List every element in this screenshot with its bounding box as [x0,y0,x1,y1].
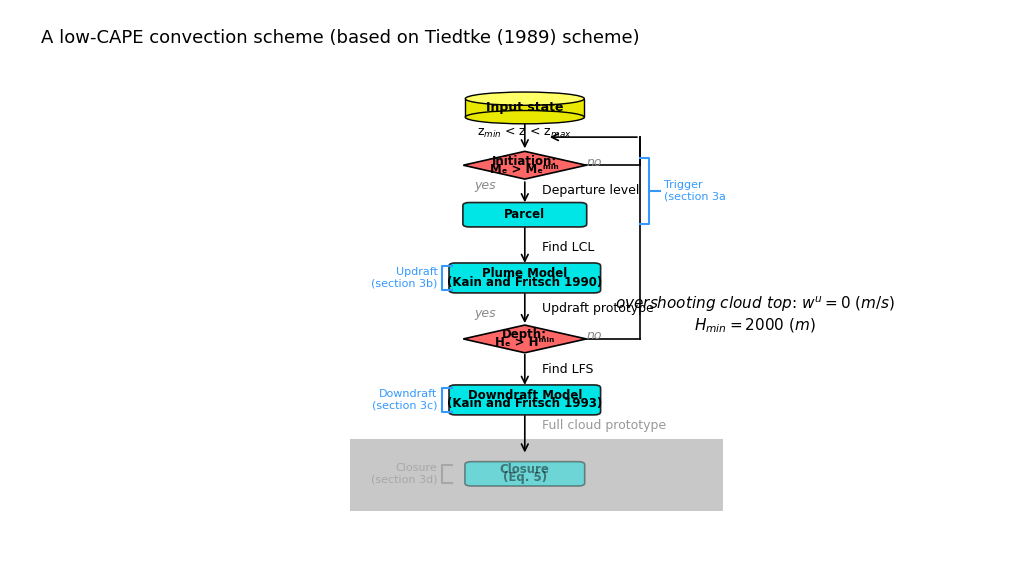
FancyBboxPatch shape [449,263,601,293]
Text: Updraft prototype: Updraft prototype [543,302,654,315]
Text: Departure level: Departure level [543,184,640,197]
Polygon shape [463,325,587,353]
Text: Downdraft
(section 3c): Downdraft (section 3c) [372,389,437,411]
Text: Mₑ > Mₑᵐⁱⁿ: Mₑ > Mₑᵐⁱⁿ [490,163,559,176]
Text: no: no [587,156,602,169]
Text: (Kain and Fritsch 1990): (Kain and Fritsch 1990) [447,275,602,289]
Text: $H_{min} = 2000\ (m)$: $H_{min} = 2000\ (m)$ [694,317,816,335]
Ellipse shape [465,92,585,105]
Text: Find LCL: Find LCL [543,241,595,254]
Text: z$_{min}$ < z < z$_{max}$: z$_{min}$ < z < z$_{max}$ [477,126,572,140]
Polygon shape [463,151,587,179]
FancyBboxPatch shape [465,461,585,486]
Text: (Kain and Fritsch 1993): (Kain and Fritsch 1993) [447,397,602,411]
Text: Hₑ > Hᵐⁱⁿ: Hₑ > Hᵐⁱⁿ [496,336,554,350]
Text: $\it{overshooting\ cloud\ top}$: $w^u = 0\ (m/s)$: $\it{overshooting\ cloud\ top}$: $w^u = … [614,294,895,313]
Text: Downdraft Model: Downdraft Model [468,389,582,403]
Text: A low-CAPE convection scheme (based on Tiedtke (1989) scheme): A low-CAPE convection scheme (based on T… [41,29,640,47]
Text: yes: yes [474,307,497,320]
Ellipse shape [465,111,585,124]
Text: Depth:: Depth: [503,328,547,342]
Bar [350,439,723,511]
FancyBboxPatch shape [463,203,587,227]
Text: Trigger
(section 3a: Trigger (section 3a [664,180,726,202]
Text: Closure
(section 3d): Closure (section 3d) [371,463,437,484]
Text: Input state: Input state [486,101,563,115]
Text: (Eq. 5): (Eq. 5) [503,471,547,484]
Text: Full cloud prototype: Full cloud prototype [543,419,667,432]
Text: Parcel: Parcel [504,209,546,221]
FancyBboxPatch shape [449,385,601,415]
Text: Plume Model: Plume Model [482,267,567,281]
Text: Initiation:: Initiation: [493,154,557,168]
Text: Find LFS: Find LFS [543,363,594,376]
Bar [465,98,585,117]
Text: Updraft
(section 3b): Updraft (section 3b) [371,267,437,289]
Text: yes: yes [474,179,497,192]
Text: no: no [587,329,602,343]
Text: Closure: Closure [500,463,550,476]
